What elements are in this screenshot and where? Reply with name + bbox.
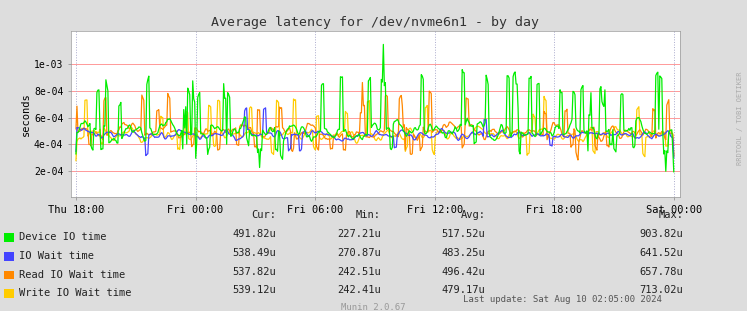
Text: Min:: Min: (356, 210, 381, 220)
Text: 537.82u: 537.82u (232, 267, 276, 276)
Text: 713.02u: 713.02u (639, 285, 684, 295)
Text: Munin 2.0.67: Munin 2.0.67 (341, 303, 406, 311)
Text: Cur:: Cur: (252, 210, 276, 220)
Y-axis label: seconds: seconds (21, 92, 31, 136)
Text: Write IO Wait time: Write IO Wait time (19, 288, 131, 298)
Text: 483.25u: 483.25u (441, 248, 486, 258)
Text: 479.17u: 479.17u (441, 285, 486, 295)
Text: Last update: Sat Aug 10 02:05:00 2024: Last update: Sat Aug 10 02:05:00 2024 (463, 295, 662, 304)
Text: 657.78u: 657.78u (639, 267, 684, 276)
Text: 270.87u: 270.87u (337, 248, 381, 258)
Text: Avg:: Avg: (461, 210, 486, 220)
Text: 496.42u: 496.42u (441, 267, 486, 276)
Text: 491.82u: 491.82u (232, 229, 276, 239)
Text: 517.52u: 517.52u (441, 229, 486, 239)
Text: Read IO Wait time: Read IO Wait time (19, 270, 125, 280)
Text: 903.82u: 903.82u (639, 229, 684, 239)
Text: RRDTOOL / TOBI OETIKER: RRDTOOL / TOBI OETIKER (737, 72, 743, 165)
Text: 641.52u: 641.52u (639, 248, 684, 258)
Text: Max:: Max: (659, 210, 684, 220)
Text: Device IO time: Device IO time (19, 232, 106, 242)
Text: 242.41u: 242.41u (337, 285, 381, 295)
Text: IO Wait time: IO Wait time (19, 251, 93, 261)
Text: 538.49u: 538.49u (232, 248, 276, 258)
Text: 242.51u: 242.51u (337, 267, 381, 276)
Text: 539.12u: 539.12u (232, 285, 276, 295)
Text: 227.21u: 227.21u (337, 229, 381, 239)
Title: Average latency for /dev/nvme6n1 - by day: Average latency for /dev/nvme6n1 - by da… (211, 16, 539, 29)
